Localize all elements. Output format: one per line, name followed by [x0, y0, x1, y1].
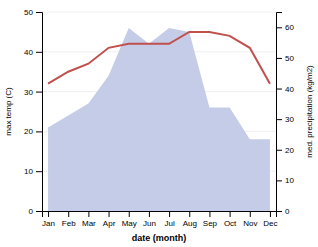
- tick-mark: [209, 211, 210, 217]
- tick-label: Feb: [62, 219, 76, 228]
- tick: Jan: [42, 211, 55, 228]
- tick-label: Aug: [183, 219, 197, 228]
- area: [48, 28, 270, 211]
- tick: Dec: [263, 211, 277, 228]
- tick: 10: [276, 176, 294, 185]
- x-axis-title: date (month): [132, 233, 187, 243]
- tick-label: 20: [285, 146, 294, 155]
- tick: May: [122, 211, 137, 228]
- tick-mark: [230, 211, 231, 217]
- tick-mark: [270, 211, 271, 217]
- tick: 50: [276, 54, 294, 63]
- tick-label: 10: [24, 167, 33, 176]
- tick-label: 30: [24, 88, 33, 97]
- tick-mark: [36, 12, 42, 13]
- tick-label: Nov: [243, 219, 257, 228]
- tick: Sep: [203, 211, 218, 228]
- tick-label: 40: [285, 85, 294, 94]
- tick-mark: [276, 89, 282, 90]
- y2-axis-title: med. precipitation (kg/m2): [305, 65, 314, 158]
- tick-mark: [109, 211, 110, 217]
- tick-mark: [88, 211, 89, 217]
- axis-line: [277, 13, 283, 212]
- tick-label: 0: [29, 207, 34, 216]
- tick-label: Jul: [164, 219, 174, 228]
- tick-mark: [276, 180, 282, 181]
- tick-label: Apr: [103, 219, 116, 228]
- tick: Nov: [243, 211, 257, 228]
- tick: Apr: [103, 211, 116, 228]
- tick-label: Jan: [42, 219, 55, 228]
- y-axis: 0 10 20 30 40 50: [24, 8, 42, 216]
- tick: 30: [24, 88, 42, 97]
- tick-mark: [36, 131, 42, 132]
- tick: Aug: [183, 211, 197, 228]
- tick-label: Mar: [82, 219, 96, 228]
- tick: 50: [24, 8, 42, 17]
- tick: 0: [29, 207, 42, 216]
- tick-mark: [250, 211, 251, 217]
- tick-label: 40: [24, 48, 33, 57]
- tick: 0: [276, 207, 290, 216]
- tick-mark: [276, 211, 282, 212]
- chart: Jan Feb Mar Apr May Jun Jul Aug Sep Oct Nov Dec 0 10 2…: [0, 0, 318, 247]
- tick-mark: [276, 150, 282, 151]
- tick-label: Oct: [224, 219, 237, 228]
- tick-label: Sep: [203, 219, 218, 228]
- axis-line: [43, 212, 277, 218]
- tick-label: 30: [285, 115, 294, 124]
- tick: 20: [276, 146, 294, 155]
- tick: 20: [24, 127, 42, 136]
- tick: Feb: [62, 211, 76, 228]
- marks: [48, 28, 270, 211]
- plot: Jan Feb Mar Apr May Jun Jul Aug Sep Oct Nov Dec 0 10 2…: [24, 8, 294, 228]
- x-axis: Jan Feb Mar Apr May Jun Jul Aug Sep Oct Nov Dec: [42, 211, 277, 228]
- tick: 40: [276, 85, 294, 94]
- tick-label: 10: [285, 176, 294, 185]
- tick-mark: [169, 211, 170, 217]
- y2-axis: 0 10 20 30 40 50 60: [276, 13, 294, 217]
- grid: [42, 12, 276, 211]
- tick-label: 60: [285, 23, 294, 32]
- tick-label: Dec: [263, 219, 277, 228]
- tick: 60: [276, 23, 294, 32]
- tick: Mar: [82, 211, 96, 228]
- tick-mark: [149, 211, 150, 217]
- tick-mark: [36, 211, 42, 212]
- tick-mark: [36, 171, 42, 172]
- tick-label: May: [122, 219, 137, 228]
- tick-mark: [129, 211, 130, 217]
- tick-mark: [68, 211, 69, 217]
- grid-line: [42, 12, 276, 13]
- tick-mark: [276, 27, 282, 28]
- line: [48, 32, 270, 84]
- tick-mark: [189, 211, 190, 217]
- tick-label: 50: [24, 8, 33, 17]
- y-axis-title: max temp (C): [4, 87, 13, 136]
- tick: 40: [24, 48, 42, 57]
- tick-mark: [48, 211, 49, 217]
- axis-line: [36, 13, 43, 212]
- tick: 30: [276, 115, 294, 124]
- tick-mark: [36, 92, 42, 93]
- tick-mark: [36, 52, 42, 53]
- tick: 10: [24, 167, 42, 176]
- tick-label: Jun: [143, 219, 156, 228]
- tick-label: 50: [285, 54, 294, 63]
- tick-label: 0: [285, 207, 290, 216]
- tick: Jul: [164, 211, 174, 228]
- tick-label: 20: [24, 127, 33, 136]
- tick-mark: [276, 119, 282, 120]
- tick: Jun: [143, 211, 156, 228]
- tick-mark: [276, 58, 282, 59]
- tick: Oct: [224, 211, 237, 228]
